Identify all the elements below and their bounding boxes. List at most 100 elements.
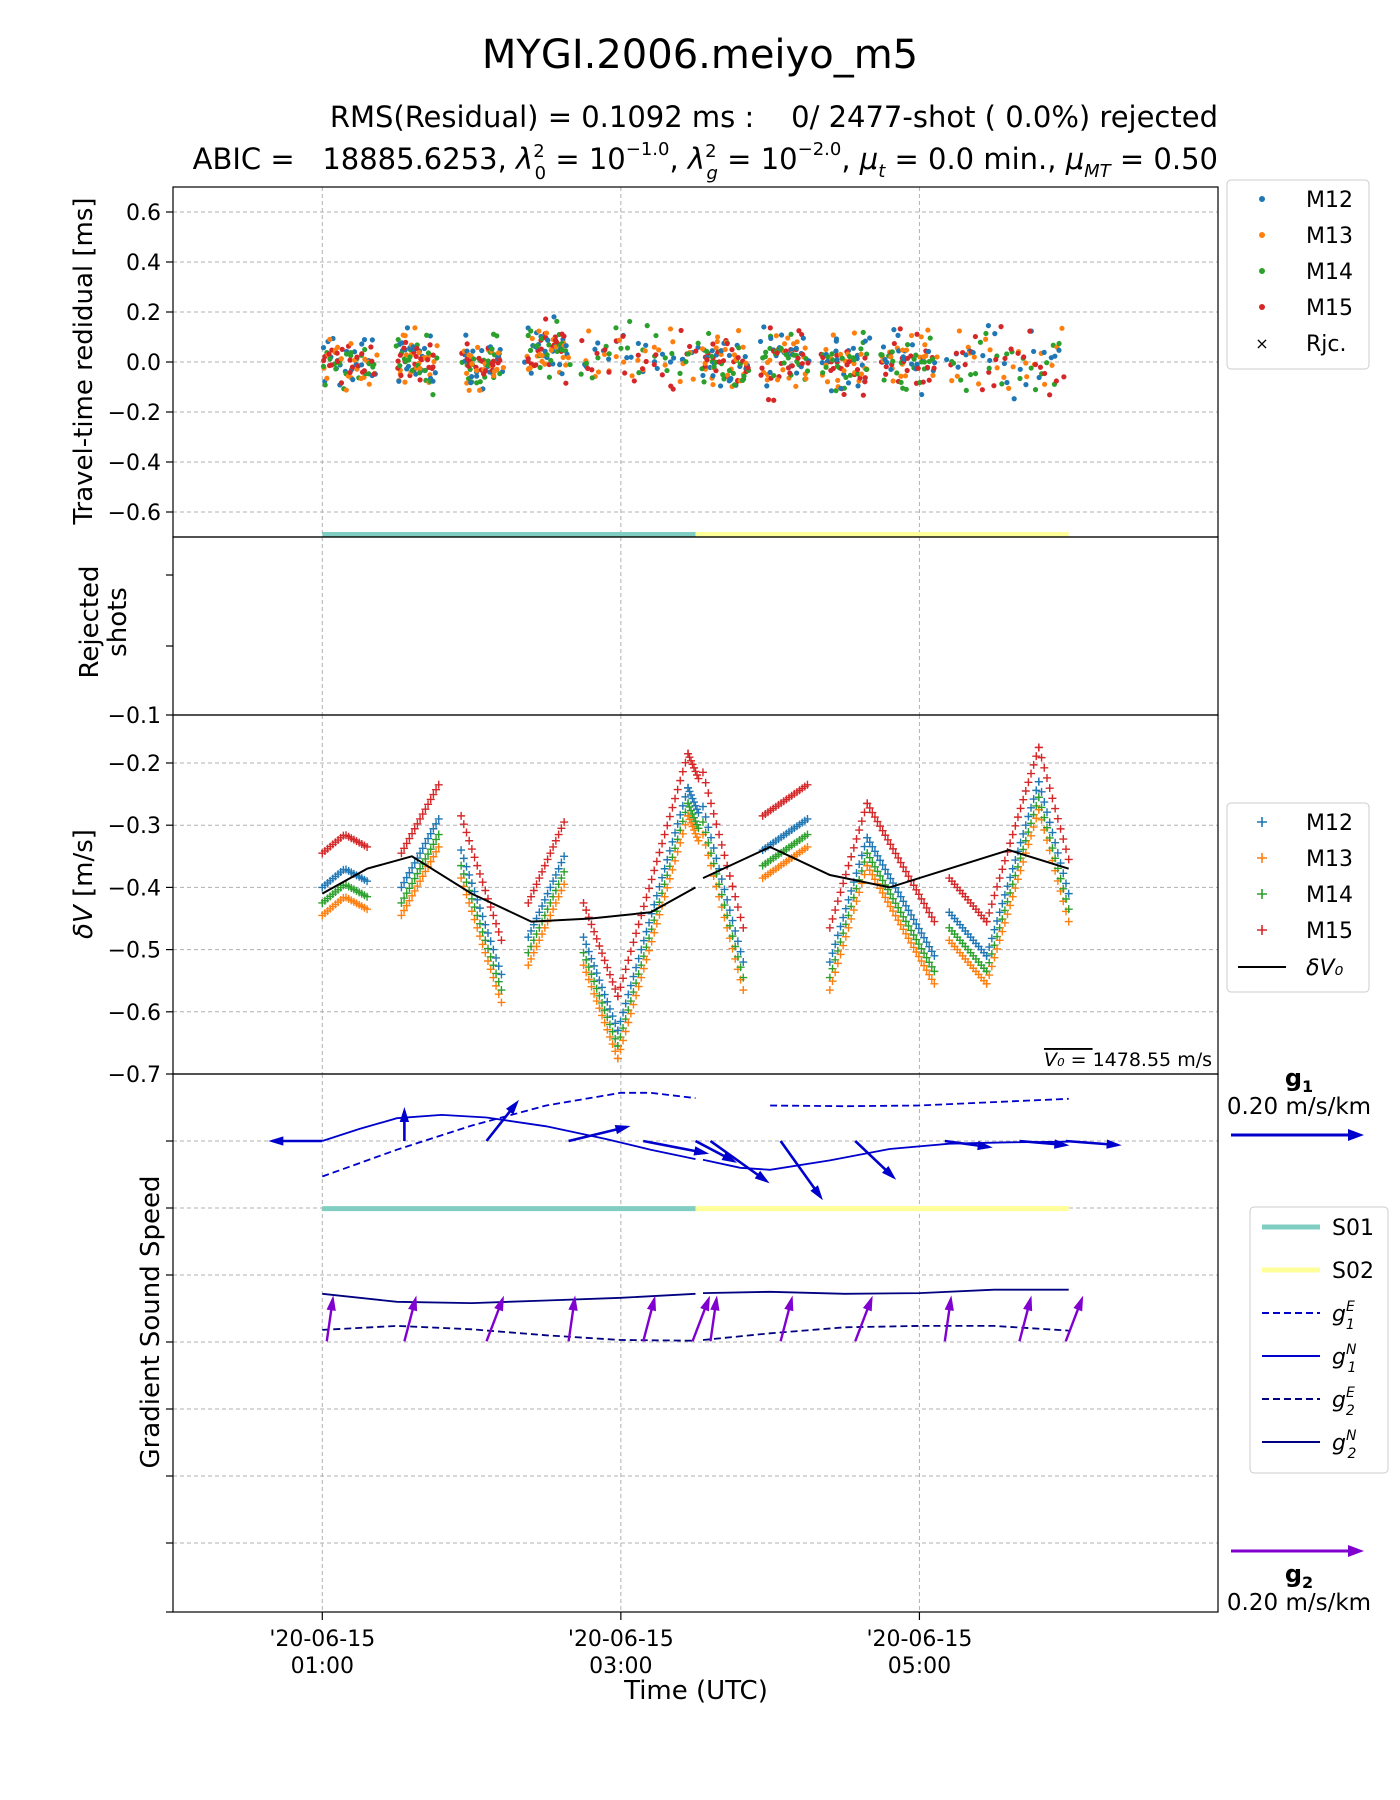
residual-point-m14 <box>497 371 503 377</box>
residual-point-m12 <box>358 362 365 368</box>
residual-point-m14 <box>894 370 900 376</box>
legend-label-m13: M13 <box>1306 224 1353 249</box>
dv-point-m14 <box>582 955 591 964</box>
dv-point-m12 <box>668 837 677 846</box>
dv-point-m14 <box>470 903 479 912</box>
residual-point-m14 <box>489 346 495 352</box>
dv-point-m13 <box>1064 917 1073 926</box>
residual-point-m14 <box>760 355 766 361</box>
dv-point-m15 <box>400 844 409 853</box>
dv-point-m13 <box>632 991 641 1000</box>
dv-point-m15 <box>676 776 685 785</box>
residual-point-m13 <box>491 373 497 379</box>
g2-arrowhead <box>944 1295 954 1311</box>
residual-point-m12 <box>404 325 411 331</box>
residual-point-m12 <box>884 359 890 365</box>
dv-point-m15 <box>626 947 635 956</box>
dv-point-m15 <box>432 785 441 794</box>
residual-point-m12 <box>727 377 733 383</box>
dv-point-m13 <box>982 979 991 988</box>
dv-point-m13 <box>676 838 685 847</box>
residual-point-m13 <box>475 344 481 350</box>
dv-point-m12 <box>922 938 931 947</box>
residual-point-m14 <box>846 353 853 360</box>
dv-point-m12 <box>728 916 737 925</box>
dv-point-m14 <box>736 963 745 972</box>
dv-point-m12 <box>600 990 609 999</box>
residual-point-m13 <box>983 336 989 342</box>
residual-point-m14 <box>525 332 531 339</box>
dv-point-m13 <box>650 928 659 937</box>
dv-point-m14 <box>434 830 443 839</box>
residual-point-m12 <box>726 352 733 359</box>
dv-point-m15 <box>1008 830 1017 839</box>
dv-point-m13 <box>405 896 414 905</box>
dv-point-m13 <box>896 920 905 929</box>
residual-point-m13 <box>402 333 408 339</box>
dv-point-m12 <box>684 783 693 792</box>
residual-point-m15 <box>862 355 868 361</box>
dv-point-m14 <box>478 927 487 936</box>
dv-point-m12 <box>587 954 596 963</box>
residual-point-m13 <box>710 381 716 388</box>
residual-point-m12 <box>1004 379 1010 386</box>
dv-point-m13 <box>868 870 877 879</box>
dv-point-m15 <box>883 835 892 844</box>
dv-point-m14 <box>483 944 492 953</box>
dv-point-m13 <box>985 971 994 980</box>
residual-point-m13 <box>529 335 535 342</box>
residual-point-m15 <box>397 352 403 358</box>
dv-point-m12 <box>1051 838 1060 847</box>
dv-point-m13 <box>538 930 547 939</box>
residual-point-m15 <box>334 358 341 364</box>
residual-point-m14 <box>1004 351 1010 357</box>
residual-point-m15 <box>1008 346 1014 352</box>
dv-point-m13 <box>426 857 435 866</box>
residual-point-m15 <box>538 346 544 352</box>
dv-point-m12 <box>917 929 926 938</box>
rejected-ylabel-line2: shots <box>103 587 133 657</box>
dv-point-m12 <box>985 943 994 952</box>
residual-point-m12 <box>944 356 950 363</box>
dv-point-m13 <box>557 886 566 895</box>
dv-point-m13 <box>492 981 501 990</box>
dv-point-m14 <box>413 869 422 878</box>
residual-point-m14 <box>416 370 423 376</box>
residual-point-m15 <box>854 366 861 373</box>
dv-point-m15 <box>687 756 696 765</box>
dv-point-m15 <box>912 885 921 894</box>
dv-point-m12 <box>663 855 672 864</box>
g1-arrowhead <box>754 1170 770 1184</box>
dv-point-m15 <box>459 820 468 829</box>
dv-point-m13 <box>626 1009 635 1018</box>
dv-point-m13 <box>891 911 900 920</box>
dv-point-m12 <box>658 873 667 882</box>
dv-point-m14 <box>486 952 495 961</box>
g1-arrow <box>709 1139 768 1183</box>
residual-point-m15 <box>767 325 773 331</box>
residual-point-m13 <box>677 378 683 385</box>
residual-point-m12 <box>767 369 773 376</box>
x-tick-label-date: '20-06-15 <box>568 1627 674 1652</box>
dv-point-m13 <box>600 1018 609 1027</box>
residual-point-m13 <box>431 359 437 365</box>
dv-point-m15 <box>535 874 544 883</box>
dv-point-m15 <box>634 920 643 929</box>
dv-point-m12 <box>825 958 834 967</box>
residual-point-m15 <box>349 364 356 370</box>
dv-point-m12 <box>901 901 910 910</box>
dv-point-m12 <box>535 908 544 917</box>
dv-point-m15 <box>470 853 479 862</box>
residual-point-m13 <box>858 351 864 357</box>
legend-label-dv0: δV₀ <box>1306 956 1344 981</box>
dv-point-m12 <box>397 883 406 892</box>
dv-point-m13 <box>584 975 593 984</box>
dv-point-m15 <box>1000 856 1009 865</box>
dv-point-m12 <box>930 951 939 960</box>
dv-point-m12 <box>899 897 908 906</box>
dv-point-m12 <box>1034 777 1043 786</box>
residual-point-m15 <box>789 363 795 369</box>
gradient-line-g1e-s02 <box>770 1097 1069 1108</box>
residual-point-m15 <box>414 345 420 352</box>
residual-point-m14 <box>653 332 659 339</box>
